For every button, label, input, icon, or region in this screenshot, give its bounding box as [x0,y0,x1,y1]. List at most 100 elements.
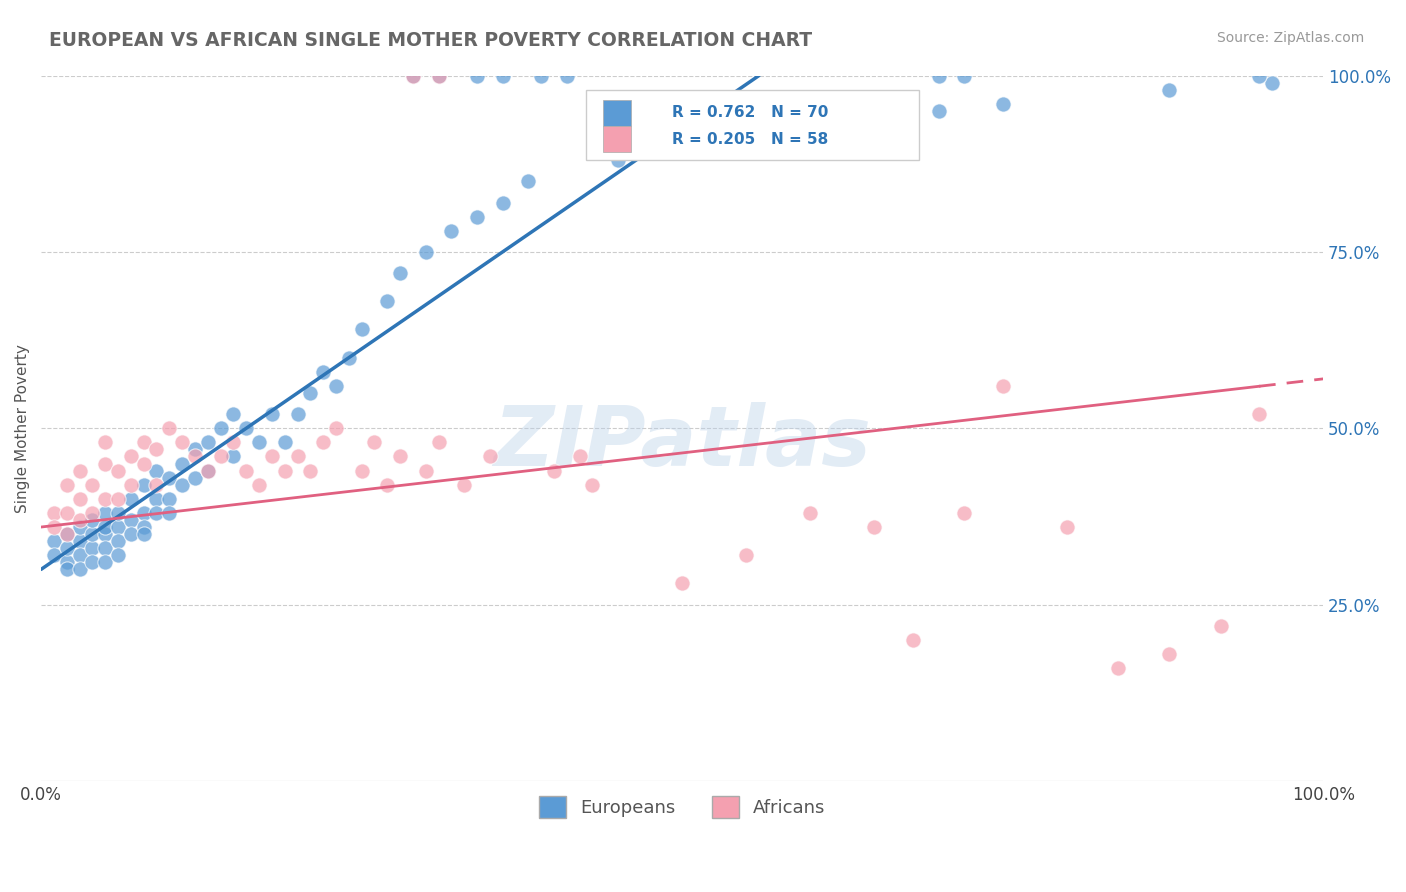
Point [465,69,488,83]
Point [69,534,91,549]
Point [69,562,91,576]
Point [389,266,412,280]
Point [863,118,886,132]
Point [928,103,950,118]
Point [260,407,283,421]
Legend: Europeans, Africans: Europeans, Africans [531,789,832,825]
Point [94,506,117,520]
Point [69,491,91,506]
Text: Source: ZipAtlas.com: Source: ZipAtlas.com [1216,31,1364,45]
Point [69,513,91,527]
Point [273,435,295,450]
Point [953,69,976,83]
Point [1261,76,1284,90]
Point [389,450,412,464]
Point [375,477,398,491]
Point [145,442,167,457]
Point [1209,619,1232,633]
Point [427,435,450,450]
Point [55,562,77,576]
Point [555,69,578,83]
Point [107,548,129,562]
Point [928,69,950,83]
Point [42,520,65,534]
Point [350,464,373,478]
Point [671,139,693,153]
Point [799,506,821,520]
Point [197,464,219,478]
Point [82,513,104,527]
Point [107,534,129,549]
Point [235,464,257,478]
Point [209,450,232,464]
Point [453,477,475,491]
Point [312,435,335,450]
Point [55,527,77,541]
Point [1056,520,1078,534]
Point [260,450,283,464]
Point [491,195,513,210]
Point [1107,661,1129,675]
Point [107,491,129,506]
Point [132,520,155,534]
Point [991,96,1014,111]
Point [172,457,194,471]
Point [107,464,129,478]
Point [1247,69,1270,83]
Point [222,407,245,421]
Point [157,506,180,520]
Point [363,435,385,450]
Point [69,548,91,562]
Point [209,421,232,435]
Point [273,464,295,478]
Point [427,69,450,83]
Point [953,506,976,520]
Point [735,132,758,146]
Point [82,477,104,491]
Point [94,555,117,569]
Point [107,520,129,534]
Point [132,477,155,491]
Point [222,435,245,450]
Point [157,470,180,484]
Point [157,421,180,435]
Point [568,450,591,464]
Point [94,491,117,506]
Point [132,506,155,520]
FancyBboxPatch shape [603,126,631,153]
Point [55,506,77,520]
Point [299,464,322,478]
Point [145,477,167,491]
Point [42,506,65,520]
Point [145,506,167,520]
Point [172,435,194,450]
Point [94,541,117,556]
Point [145,491,167,506]
Point [325,379,347,393]
Point [581,477,603,491]
Point [247,435,270,450]
Point [82,527,104,541]
Point [120,477,142,491]
Point [197,464,219,478]
Point [184,442,207,457]
Point [42,534,65,549]
Point [55,527,77,541]
Point [671,576,693,591]
Point [55,541,77,556]
Point [184,470,207,484]
Point [440,224,463,238]
Point [735,548,758,562]
Point [607,153,630,168]
Point [375,294,398,309]
Point [120,513,142,527]
Point [402,69,425,83]
Point [120,491,142,506]
Point [478,450,501,464]
Point [132,435,155,450]
Point [145,464,167,478]
Point [55,477,77,491]
Point [94,527,117,541]
Point [222,450,245,464]
Point [132,457,155,471]
